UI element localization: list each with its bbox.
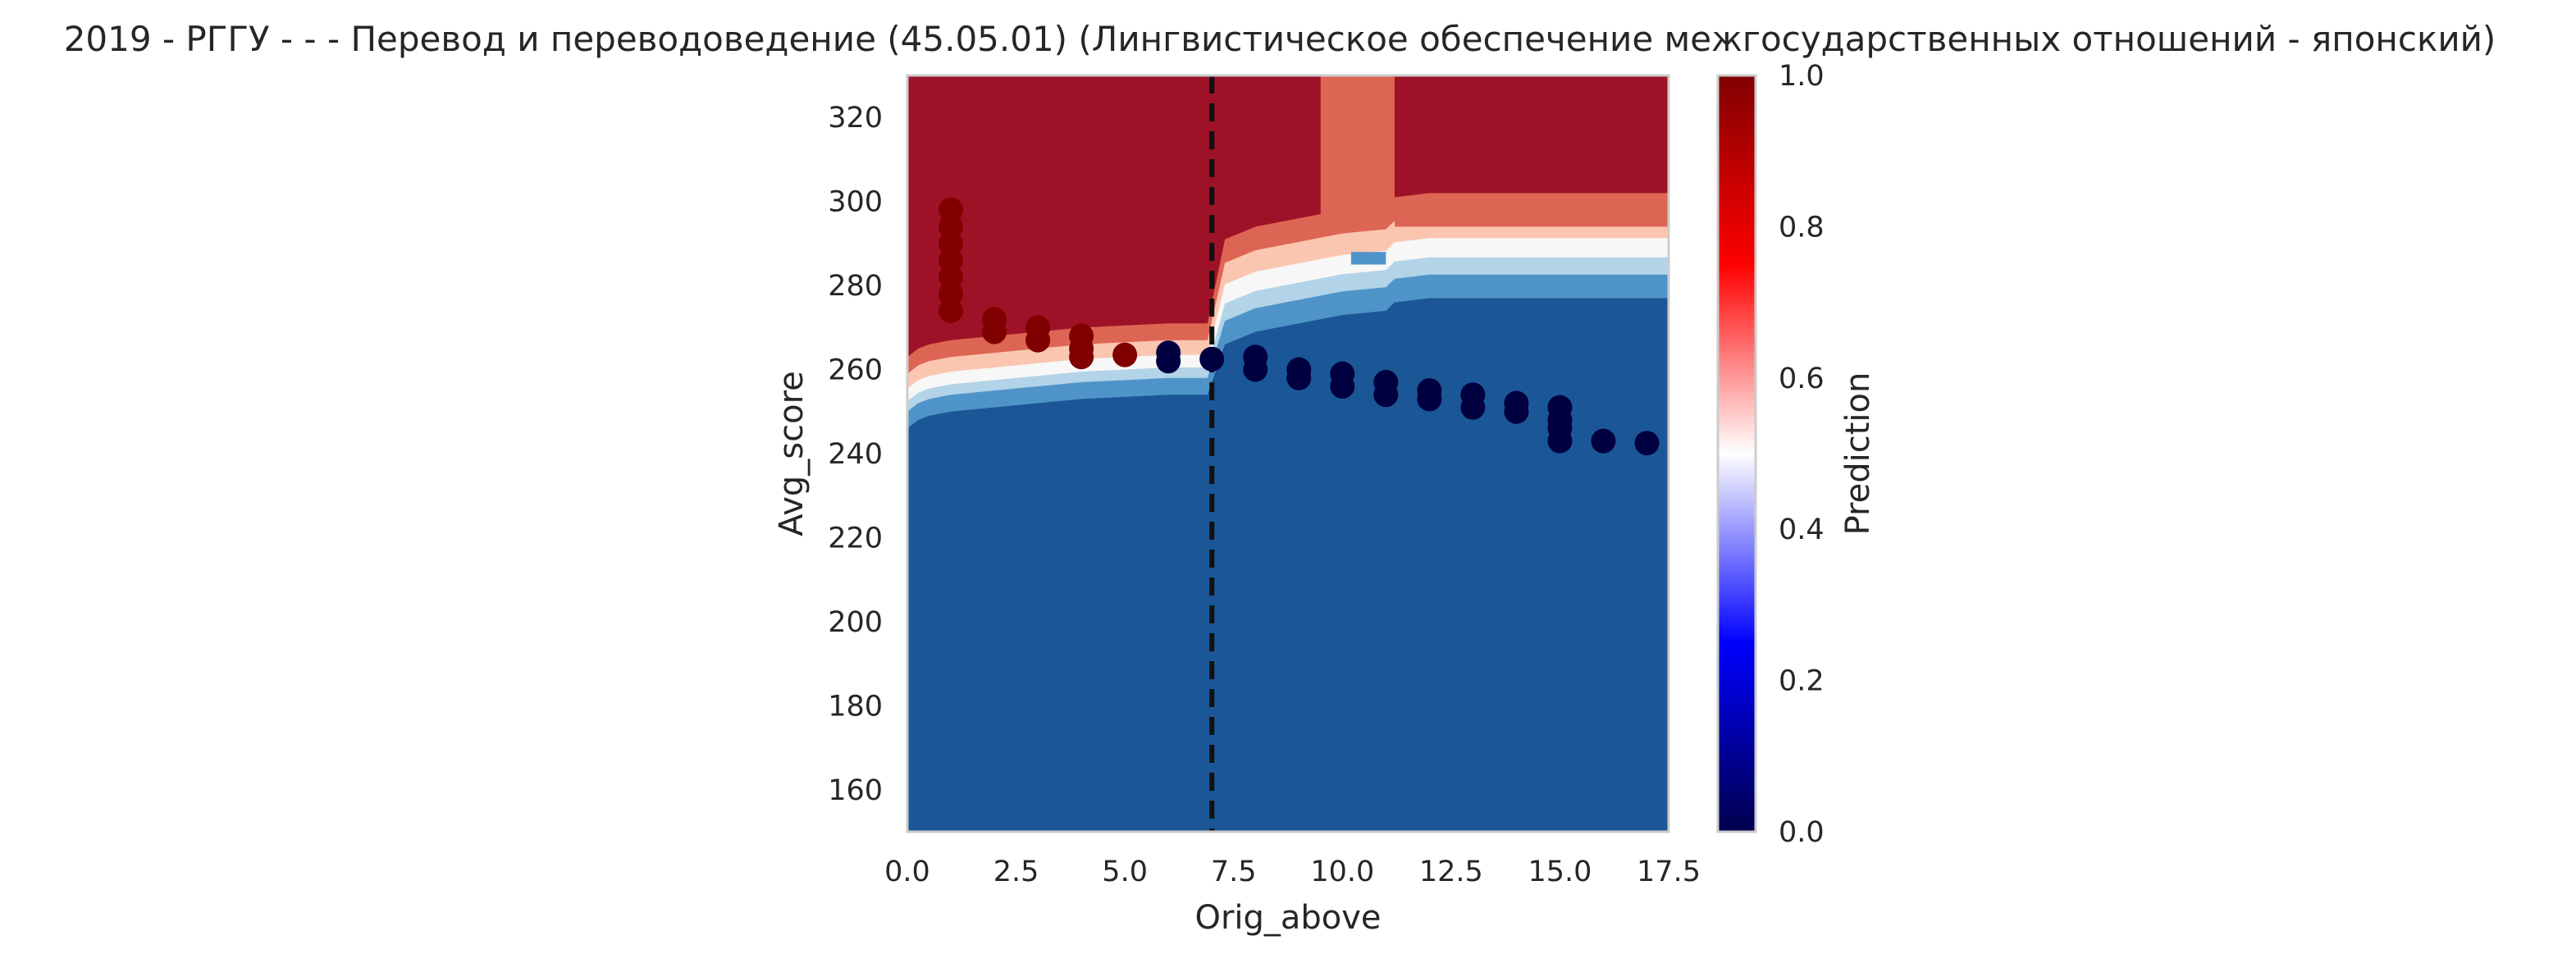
y-axis-label: Avg_score [773, 371, 811, 536]
x-tick-label: 5.0 [1102, 856, 1148, 888]
y-tick-label: 320 [828, 102, 883, 135]
contour-strip [1320, 75, 1395, 219]
colorbar-tick-label: 1.0 [1779, 60, 1825, 93]
colorbar-ticks: 0.0 0.2 0.4 0.6 0.8 1.0 [1779, 60, 1825, 849]
y-tick-label: 160 [828, 774, 883, 807]
y-tick-label: 260 [828, 354, 883, 387]
x-axis-ticks: 0.0 2.5 5.0 7.5 10.0 12.5 15.0 17.5 [884, 856, 1701, 888]
contour-island [1350, 252, 1386, 265]
data-point [1504, 399, 1529, 424]
data-point [1286, 365, 1312, 390]
y-tick-label: 220 [828, 522, 883, 555]
data-point [1156, 349, 1181, 374]
colorbar: 0.0 0.2 0.4 0.6 0.8 1.0 Prediction [1716, 60, 1877, 849]
data-point [1547, 428, 1573, 454]
data-point [939, 298, 964, 323]
y-tick-label: 280 [828, 270, 883, 303]
data-point [1243, 357, 1268, 382]
scatter-points [939, 197, 1660, 456]
plot-frame [906, 74, 1670, 833]
data-point [982, 319, 1007, 345]
prediction-contour [907, 75, 1669, 832]
plot-area [906, 74, 1670, 833]
contour-shelf [1394, 201, 1669, 227]
data-point [1025, 327, 1051, 353]
data-point [1330, 374, 1355, 399]
colorbar-label: Prediction [1839, 372, 1877, 536]
x-axis-label: Orig_above [1194, 899, 1381, 937]
chart-title: 2019 - РГГУ - - - Перевод и переводоведе… [64, 19, 2496, 59]
y-tick-label: 240 [828, 438, 883, 471]
x-tick-label: 0.0 [884, 856, 930, 888]
y-tick-label: 180 [828, 690, 883, 723]
data-point [1417, 386, 1442, 412]
y-tick-label: 200 [828, 606, 883, 639]
colorbar-tick-label: 0.2 [1779, 665, 1825, 698]
x-tick-label: 10.0 [1310, 856, 1374, 888]
colorbar-tick-label: 0.8 [1779, 211, 1825, 244]
y-tick-label: 300 [828, 186, 883, 219]
x-tick-label: 7.5 [1211, 856, 1257, 888]
data-point [1112, 342, 1138, 367]
contour-band-6 [907, 75, 1669, 358]
x-tick-label: 15.0 [1528, 856, 1592, 888]
data-point [1373, 382, 1399, 408]
x-tick-label: 17.5 [1637, 856, 1701, 888]
colorbar-tick-label: 0.4 [1779, 513, 1825, 546]
data-point [1634, 431, 1660, 456]
y-axis-ticks: 160 180 200 220 240 260 280 300 320 [828, 102, 883, 807]
data-point [1069, 345, 1094, 370]
data-point [1591, 428, 1616, 454]
data-point [1199, 346, 1225, 372]
colorbar-tick-label: 0.0 [1779, 816, 1825, 849]
x-tick-label: 12.5 [1419, 856, 1483, 888]
data-point [1460, 395, 1486, 420]
colorbar-gradient [1716, 74, 1757, 833]
colorbar-tick-label: 0.6 [1779, 363, 1825, 395]
x-tick-label: 2.5 [993, 856, 1039, 888]
